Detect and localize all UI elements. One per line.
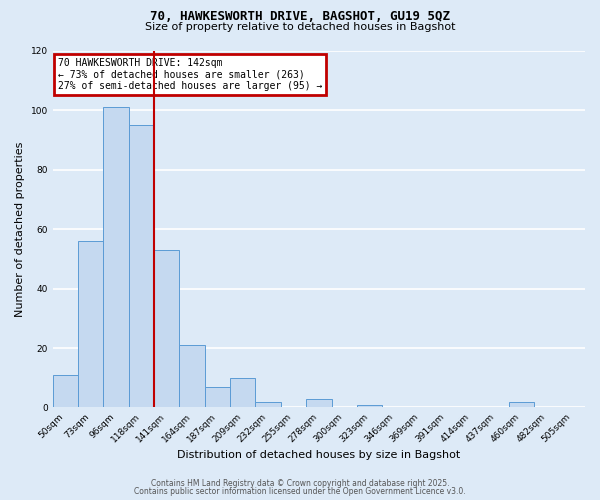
Bar — [509, 402, 535, 407]
Bar — [103, 108, 129, 408]
Bar — [205, 386, 230, 407]
Bar — [256, 402, 281, 407]
Bar — [78, 241, 103, 408]
Bar — [53, 375, 78, 408]
X-axis label: Distribution of detached houses by size in Bagshot: Distribution of detached houses by size … — [177, 450, 460, 460]
Bar — [129, 126, 154, 408]
Bar — [179, 345, 205, 408]
Text: 70 HAWKESWORTH DRIVE: 142sqm
← 73% of detached houses are smaller (263)
27% of s: 70 HAWKESWORTH DRIVE: 142sqm ← 73% of de… — [58, 58, 322, 92]
Text: 70, HAWKESWORTH DRIVE, BAGSHOT, GU19 5QZ: 70, HAWKESWORTH DRIVE, BAGSHOT, GU19 5QZ — [150, 10, 450, 23]
Bar — [306, 398, 332, 407]
Y-axis label: Number of detached properties: Number of detached properties — [15, 142, 25, 317]
Bar — [230, 378, 256, 408]
Bar — [154, 250, 179, 408]
Text: Size of property relative to detached houses in Bagshot: Size of property relative to detached ho… — [145, 22, 455, 32]
Text: Contains HM Land Registry data © Crown copyright and database right 2025.: Contains HM Land Registry data © Crown c… — [151, 478, 449, 488]
Bar — [357, 404, 382, 407]
Text: Contains public sector information licensed under the Open Government Licence v3: Contains public sector information licen… — [134, 487, 466, 496]
